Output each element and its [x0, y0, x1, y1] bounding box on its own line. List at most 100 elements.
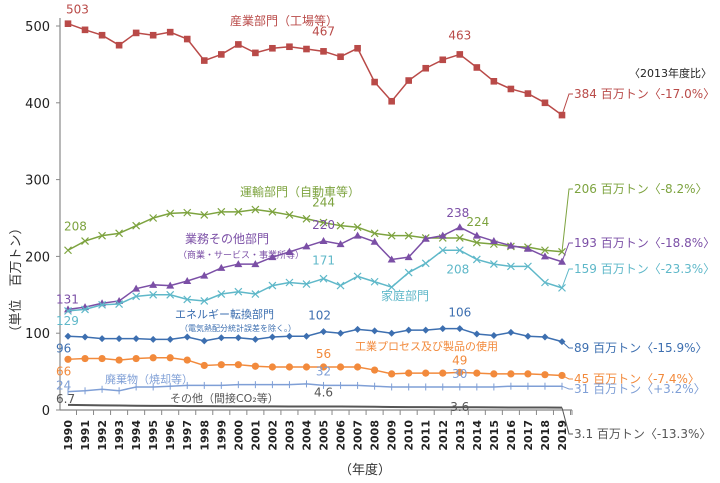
marker-triangle	[336, 240, 345, 248]
marker-circle	[285, 363, 294, 371]
marker-triangle	[438, 231, 447, 239]
data-annotation: 96	[56, 341, 71, 355]
marker-diamond	[507, 328, 515, 336]
series-name-label: 業務その他部門	[185, 231, 269, 246]
data-annotation: 56	[316, 347, 331, 361]
data-annotation: 238	[446, 206, 469, 220]
marker-x	[524, 262, 532, 271]
y-tick-label: 300	[25, 174, 50, 189]
marker-circle	[456, 368, 464, 376]
marker-triangle	[523, 244, 532, 252]
x-tick-label: 1999	[215, 420, 228, 451]
marker-circle	[353, 363, 362, 371]
data-annotation: 30	[452, 367, 467, 381]
marker-x	[421, 259, 430, 268]
end-value-label: 159 百万トン〈-23.3%〉	[574, 262, 715, 276]
marker-diamond	[166, 335, 174, 343]
x-tick-label: 1994	[130, 420, 143, 451]
marker-triangle	[285, 247, 294, 255]
end-value-label: 31 百万トン〈+3.2%〉	[574, 382, 706, 396]
marker-circle	[149, 354, 157, 362]
marker-x	[183, 295, 192, 304]
marker-x	[268, 281, 277, 290]
marker-x	[217, 207, 226, 216]
end-label-leader	[561, 407, 573, 435]
marker-diamond	[524, 332, 532, 340]
end-label-leader	[561, 385, 573, 390]
end-value-label: 384 百万トン〈-17.0%〉	[574, 87, 715, 101]
x-tick-label: 2004	[300, 420, 313, 451]
marker-x	[438, 246, 447, 255]
end-label-leader	[561, 268, 573, 289]
marker-triangle	[166, 281, 175, 289]
marker-diamond	[115, 335, 123, 343]
marker-x	[251, 205, 260, 214]
marker-diamond	[200, 337, 208, 345]
x-tick-label: 2015	[488, 420, 501, 451]
marker-circle	[251, 362, 259, 370]
data-annotation: 24	[56, 379, 71, 393]
y-tick-label: 100	[25, 327, 50, 342]
marker-triangle	[132, 284, 141, 292]
x-tick-label: 1992	[96, 420, 109, 451]
x-tick-label: 2017	[522, 420, 535, 451]
marker-x	[541, 246, 549, 255]
marker-diamond	[490, 332, 498, 340]
marker-x	[81, 237, 89, 245]
marker-circle	[541, 371, 549, 379]
marker-square	[286, 43, 293, 51]
marker-square	[490, 77, 498, 85]
series-line	[67, 383, 562, 393]
x-tick-label: 1991	[79, 420, 92, 451]
marker-triangle	[200, 271, 209, 279]
x-tick-label: 2016	[505, 420, 518, 451]
marker-diamond	[354, 325, 362, 333]
marker-x	[81, 305, 89, 314]
series-line	[67, 403, 563, 409]
marker-x	[251, 290, 260, 298]
data-annotation: 6.7	[56, 392, 75, 406]
marker-triangle	[370, 237, 379, 245]
marker-x	[387, 231, 396, 240]
marker-diamond	[405, 326, 413, 334]
marker-square	[200, 57, 208, 64]
marker-circle	[439, 369, 447, 377]
x-tick-label: 2011	[420, 420, 433, 451]
marker-diamond	[81, 333, 89, 341]
marker-diamond	[251, 335, 259, 343]
end-value-label: 206 百万トン〈-8.2%〉	[574, 182, 708, 196]
data-annotation: 32	[316, 364, 331, 378]
marker-x	[302, 214, 311, 223]
end-label-leader	[561, 93, 573, 116]
marker-triangle	[472, 231, 481, 239]
y-tick-label: 0	[42, 404, 50, 419]
marker-diamond	[302, 332, 310, 340]
y-tick-label: 500	[25, 20, 50, 35]
data-annotation: 131	[56, 292, 79, 306]
marker-triangle	[149, 280, 158, 288]
marker-x	[489, 260, 498, 269]
marker-circle	[490, 370, 498, 378]
marker-x	[404, 231, 413, 240]
series-name-label: 工業プロセス及び製品の使用	[355, 339, 498, 353]
x-tick-label: 2009	[386, 420, 399, 451]
x-tick-label: 2005	[318, 420, 331, 451]
marker-x	[319, 274, 328, 283]
marker-circle	[166, 354, 174, 362]
series-name-label: エネルギー転換部門	[175, 307, 274, 321]
series-line	[67, 249, 563, 312]
marker-square	[81, 26, 89, 34]
marker-x	[404, 268, 413, 277]
marker-x	[302, 280, 311, 288]
data-annotation: 244	[312, 196, 335, 210]
series-line	[67, 208, 563, 253]
marker-x	[132, 221, 141, 230]
marker-triangle	[319, 237, 328, 245]
marker-x	[336, 281, 345, 290]
marker-triangle	[506, 241, 515, 249]
marker-circle	[81, 354, 89, 363]
series-name-label: 家庭部門	[381, 288, 429, 303]
marker-x	[268, 207, 277, 216]
data-annotation: 463	[448, 28, 471, 42]
